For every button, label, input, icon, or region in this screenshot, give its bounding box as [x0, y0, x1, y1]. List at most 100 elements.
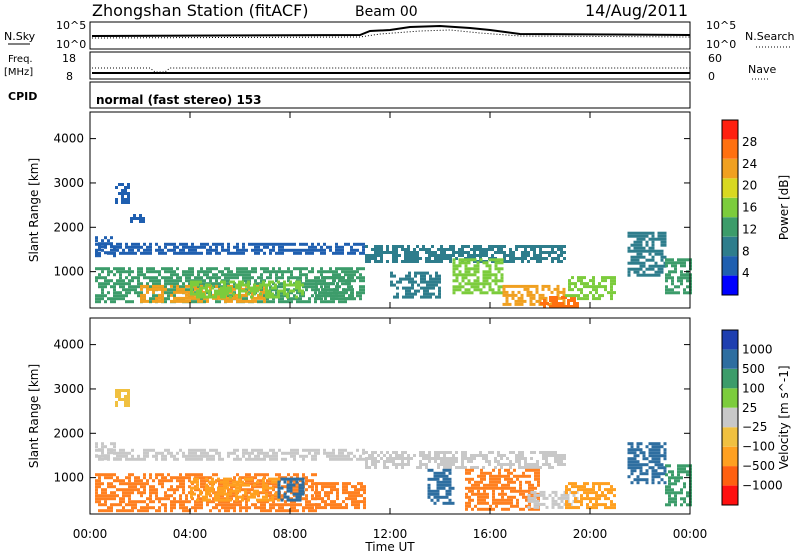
data-cell [497, 451, 500, 454]
data-cell [323, 300, 326, 304]
data-cell [359, 288, 362, 292]
data-cell [357, 500, 360, 504]
data-cell [194, 248, 197, 252]
data-cell [113, 291, 116, 295]
data-cell [473, 264, 477, 268]
data-cell [233, 276, 236, 280]
data-cell [113, 294, 116, 298]
data-cell [122, 294, 125, 298]
data-cell [146, 506, 149, 510]
data-cell [302, 457, 305, 461]
data-cell [501, 483, 504, 487]
data-cell [321, 485, 324, 489]
data-cell [203, 242, 206, 246]
data-cell [217, 292, 220, 296]
data-cell [332, 270, 335, 274]
data-cell [311, 251, 314, 255]
data-cell [449, 257, 452, 260]
data-cell [191, 448, 194, 452]
data-cell [167, 473, 170, 477]
data-cell [229, 492, 232, 496]
data-cell [539, 245, 542, 248]
data-cell [483, 501, 486, 505]
data-cell [107, 451, 110, 455]
data-cell [668, 258, 671, 262]
data-cell [610, 503, 613, 507]
data-cell [152, 454, 155, 458]
data-cell [517, 290, 521, 294]
data-cell [557, 463, 560, 466]
data-cell [485, 460, 488, 463]
data-cell [98, 457, 101, 461]
data-cell [627, 457, 631, 461]
data-cell [604, 288, 607, 292]
data-cell [311, 497, 314, 501]
data-cell [414, 292, 417, 296]
data-cell [314, 448, 317, 452]
data-cell [260, 248, 263, 252]
data-cell [520, 293, 524, 297]
data-cell [660, 249, 664, 253]
data-cell [630, 231, 634, 235]
data-cell [542, 454, 545, 457]
data-cell [115, 395, 118, 398]
data-cell [392, 460, 395, 463]
data-cell [651, 469, 655, 473]
data-cell [506, 457, 509, 460]
data-cell [206, 273, 209, 277]
data-cell [290, 270, 293, 274]
colorbar-frame [721, 329, 739, 506]
data-cell [470, 282, 474, 286]
data-cell [636, 466, 640, 470]
data-cell [580, 485, 583, 489]
data-cell [465, 507, 468, 511]
data-cell [461, 251, 464, 254]
data-cell [547, 287, 551, 291]
data-cell [497, 261, 501, 265]
data-cell [127, 401, 130, 404]
data-cell [380, 245, 383, 248]
data-cell [471, 498, 474, 502]
data-cell [639, 252, 643, 256]
data-cell [146, 290, 149, 294]
data-cell [552, 296, 555, 299]
data-cell [101, 494, 104, 498]
data-cell [362, 267, 365, 271]
data-cell [527, 254, 530, 257]
data-cell [320, 251, 323, 255]
data-cell [179, 479, 182, 483]
data-cell [290, 297, 293, 301]
data-cell [314, 279, 317, 283]
data-cell [329, 300, 332, 304]
data-cell [551, 257, 554, 260]
data-cell [514, 293, 518, 297]
data-cell [332, 448, 335, 452]
data-cell [500, 291, 504, 295]
data-cell [149, 497, 152, 501]
data-cell [548, 245, 551, 248]
data-cell [535, 299, 539, 303]
data-cell [250, 286, 253, 290]
data-cell [374, 460, 377, 463]
data-cell [476, 270, 480, 274]
data-cell [311, 285, 314, 289]
data-cell [630, 243, 634, 247]
data-cell [101, 270, 104, 274]
data-cell [404, 451, 407, 454]
data-cell [665, 503, 668, 507]
data-cell [633, 261, 637, 265]
data-cell [185, 296, 188, 300]
data-cell [124, 189, 127, 192]
data-cell [290, 291, 293, 295]
data-cell [292, 498, 296, 502]
data-cell [161, 457, 164, 461]
data-cell [480, 480, 483, 484]
data-cell [242, 476, 245, 480]
data-cell [301, 292, 304, 296]
data-cell [119, 454, 122, 458]
data-cell [455, 279, 459, 283]
data-cell [176, 488, 179, 492]
data-cell [586, 294, 589, 298]
data-cell [431, 251, 434, 254]
data-cell [411, 292, 414, 296]
